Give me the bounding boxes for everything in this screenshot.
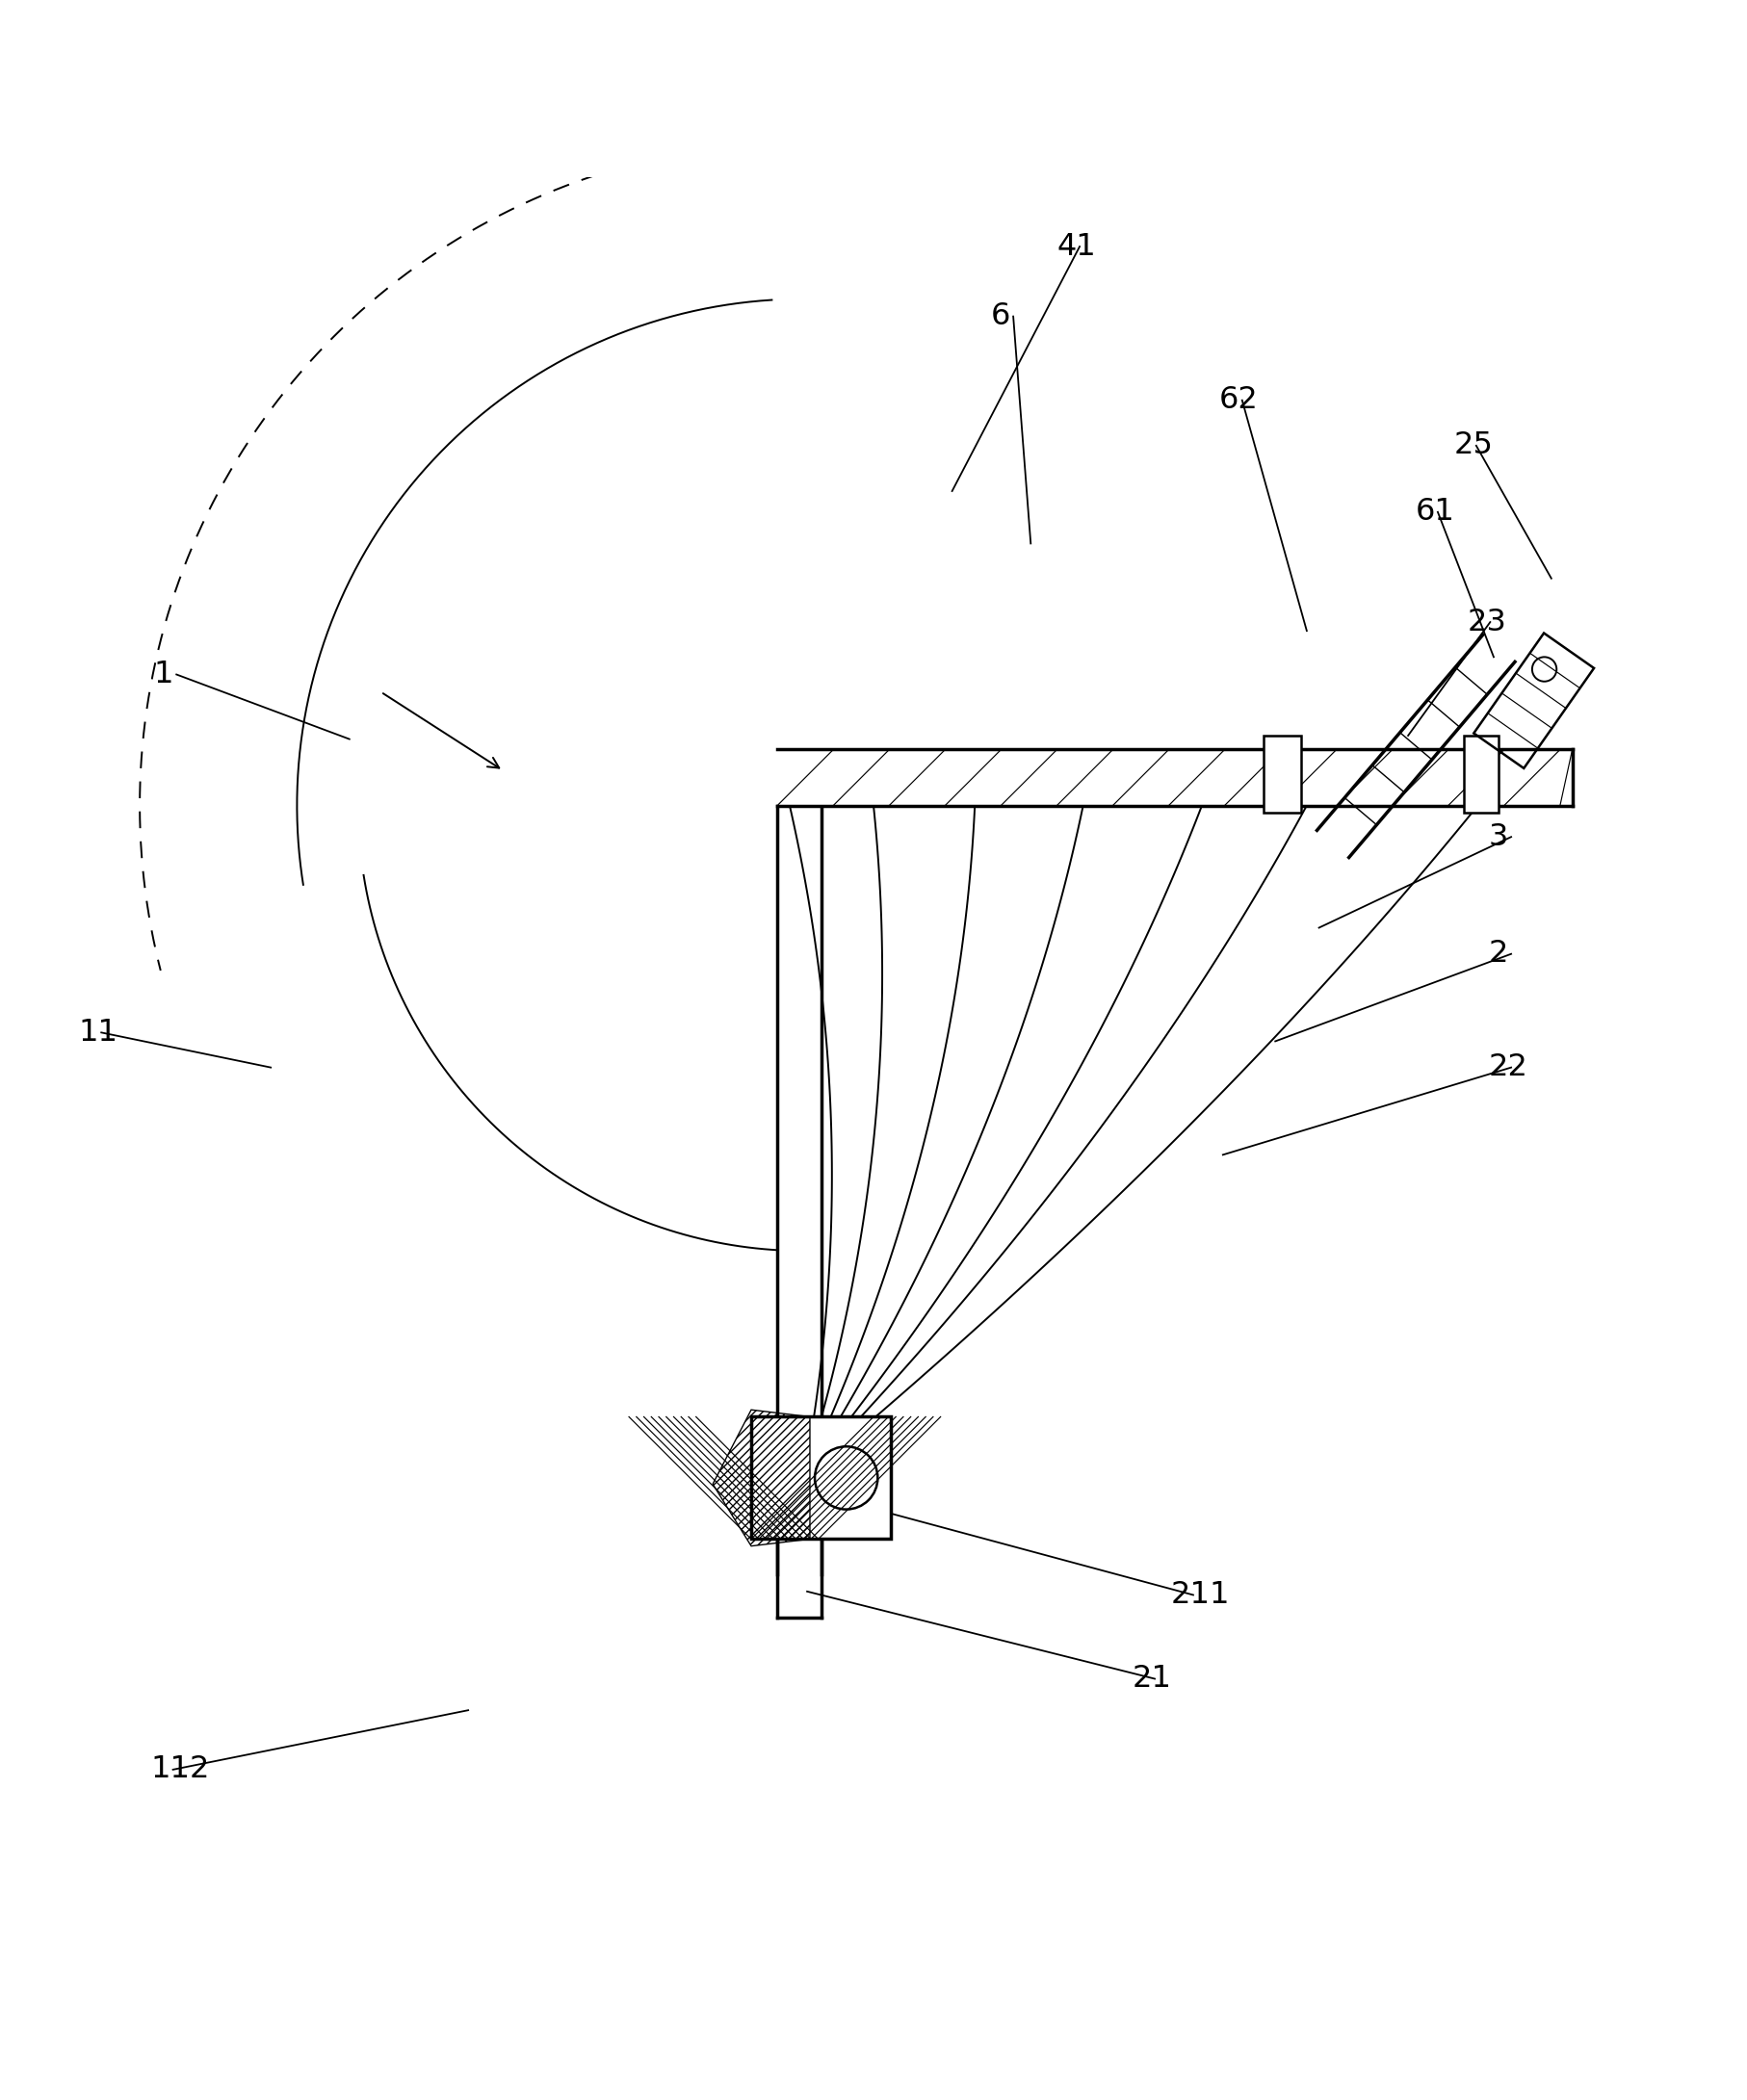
Text: 41: 41 [1057, 231, 1095, 262]
Text: 2: 2 [1488, 939, 1508, 968]
Text: 23: 23 [1467, 607, 1508, 636]
Text: 211: 211 [1170, 1579, 1230, 1611]
Bar [751, 1418, 891, 1539]
Text: 11: 11 [79, 1018, 119, 1048]
Text: 112: 112 [150, 1756, 210, 1785]
Text: 3: 3 [1488, 821, 1508, 853]
Text: 25: 25 [1454, 430, 1494, 460]
Text: 6: 6 [991, 302, 1010, 332]
Text: 21: 21 [1132, 1663, 1172, 1695]
Text: 62: 62 [1219, 384, 1260, 416]
Text: 61: 61 [1415, 498, 1455, 527]
Bar [777, 750, 1572, 806]
Text: 22: 22 [1488, 1052, 1529, 1082]
Text: 1: 1 [154, 659, 173, 689]
Bar [1263, 735, 1302, 813]
Bar [1464, 735, 1499, 813]
